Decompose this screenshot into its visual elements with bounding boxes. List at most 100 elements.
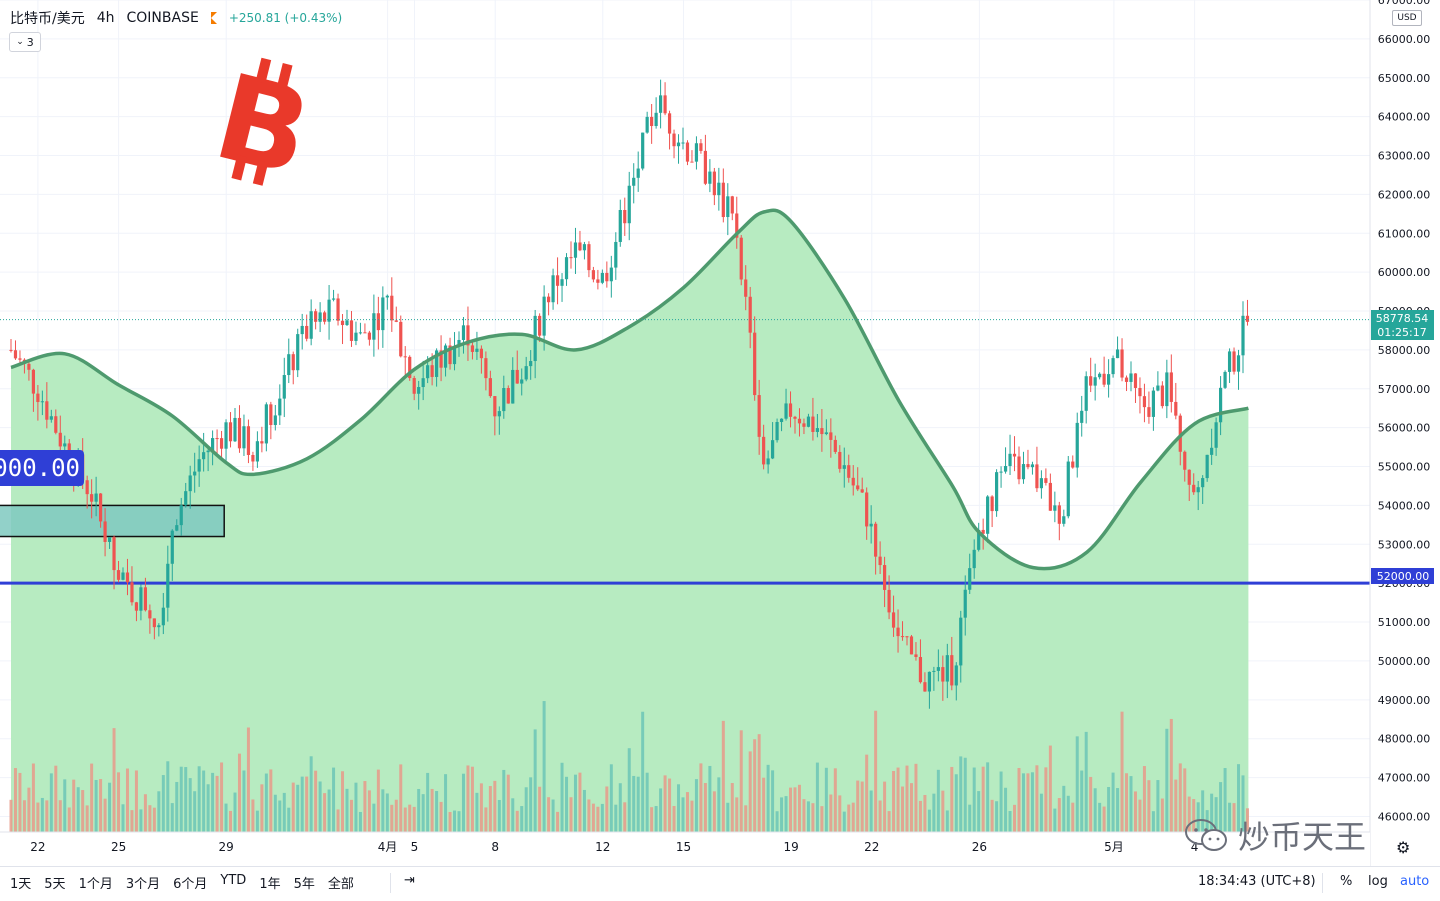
- volume-bar: [1004, 787, 1008, 832]
- volume-bar: [202, 770, 206, 832]
- volume-bar: [184, 767, 188, 832]
- price-chart[interactable]: 46000.0047000.0048000.0049000.0050000.00…: [0, 0, 1440, 866]
- volume-bar: [659, 788, 663, 832]
- volume-bar: [157, 791, 161, 832]
- auto-scale-button[interactable]: auto: [1400, 874, 1430, 889]
- candle-body: [820, 428, 824, 435]
- volume-bar: [309, 756, 313, 832]
- candle-body: [1089, 376, 1093, 386]
- gear-icon[interactable]: ⚙: [1396, 838, 1411, 857]
- volume-bar: [282, 792, 286, 832]
- price-tags: 58778.54 01:25:17 52000.00: [1371, 310, 1434, 584]
- range-button-2[interactable]: 1个月: [78, 877, 113, 892]
- candle-body: [909, 636, 914, 655]
- volume-bar: [1237, 764, 1241, 832]
- range-button-1[interactable]: 5天: [44, 877, 66, 892]
- candle-body: [443, 345, 448, 368]
- last-price-text: 58778.54: [1376, 312, 1429, 325]
- volume-bar: [381, 789, 385, 832]
- volume-bars: [9, 701, 1249, 832]
- range-button-5[interactable]: YTD: [220, 873, 247, 888]
- volume-bar: [242, 770, 246, 832]
- volume-bar: [345, 788, 349, 832]
- candle-body: [739, 237, 743, 280]
- volume-bar: [515, 810, 519, 832]
- candle-body: [676, 142, 681, 147]
- candle-body: [305, 325, 309, 339]
- volume-bar: [318, 781, 322, 832]
- time-tick-label: 22: [864, 840, 879, 854]
- volume-bar: [762, 777, 766, 832]
- volume-bar: [1129, 776, 1133, 832]
- range-button-7[interactable]: 5年: [293, 877, 315, 892]
- volume-bar: [533, 729, 537, 832]
- volume-bar: [1169, 718, 1173, 832]
- candle-body: [1030, 464, 1035, 468]
- candle-body: [264, 404, 268, 444]
- candle-body: [439, 350, 443, 368]
- volume-bar: [363, 781, 367, 832]
- volume-bar: [694, 779, 698, 832]
- calendar-goto-icon[interactable]: ⇥: [404, 873, 415, 888]
- range-button-6[interactable]: 1年: [259, 877, 281, 892]
- volume-bar: [1116, 788, 1120, 832]
- interval-label[interactable]: 4h: [96, 10, 115, 26]
- volume-bar: [1008, 811, 1012, 832]
- volume-bar: [1133, 791, 1137, 832]
- candle-body: [188, 475, 192, 492]
- candle-body: [981, 529, 985, 534]
- volume-bar: [627, 748, 631, 832]
- volume-bar: [1102, 806, 1106, 832]
- volume-bar: [417, 788, 421, 832]
- volume-bar: [918, 800, 922, 832]
- time-tick-label: 8: [491, 840, 499, 854]
- currency-badge[interactable]: USD: [1392, 10, 1422, 26]
- volume-bar: [166, 761, 170, 832]
- candle-body: [923, 682, 927, 692]
- candle-body: [529, 361, 533, 367]
- candle-body: [1129, 373, 1133, 382]
- volume-bar: [936, 769, 940, 832]
- volume-bar: [1120, 711, 1124, 832]
- candle-body: [954, 665, 958, 686]
- candle-body: [811, 416, 815, 432]
- range-button-0[interactable]: 1天: [10, 877, 32, 892]
- volume-bar: [367, 790, 371, 832]
- volume-bar: [479, 783, 483, 832]
- volume-bar: [67, 807, 71, 832]
- volume-bar: [838, 795, 842, 832]
- log-scale-button[interactable]: log: [1368, 874, 1388, 889]
- volume-bar: [143, 794, 147, 832]
- volume-bar: [251, 799, 255, 832]
- volume-bar: [959, 756, 963, 832]
- smoothed-trend-curve[interactable]: [10, 208, 1249, 571]
- symbol-name[interactable]: 比特币/美元: [10, 11, 85, 27]
- candle-body: [762, 436, 766, 465]
- percent-scale-button[interactable]: %: [1340, 874, 1353, 889]
- supply-zone-box[interactable]: [0, 504, 225, 538]
- candle-body: [515, 369, 519, 384]
- clock-timezone[interactable]: 18:34:43 (UTC+8): [1198, 874, 1316, 889]
- volume-bar: [538, 786, 542, 832]
- range-button-3[interactable]: 3个月: [125, 877, 161, 892]
- candle-body: [85, 480, 89, 495]
- price-tick-label: 48000.00: [1378, 733, 1431, 746]
- volume-bar: [524, 787, 528, 832]
- range-button-4[interactable]: 6个月: [173, 877, 208, 892]
- price-axis[interactable]: 46000.00 47000.00 48000.00 49000.00 50000.00…: [1369, 0, 1440, 866]
- time-axis[interactable]: 22 25 29 4月 5 8 12 15 19 22 26 5月 4: [0, 831, 1370, 866]
- range-button-8[interactable]: 全部: [327, 877, 354, 892]
- volume-bar: [125, 768, 129, 832]
- volume-bar: [1017, 767, 1021, 832]
- candle-body: [372, 313, 376, 340]
- volume-bar: [668, 778, 672, 832]
- candle-body: [650, 116, 654, 127]
- candle-body: [1053, 505, 1057, 511]
- volume-bar: [72, 779, 76, 832]
- time-tick-label: 4: [1191, 840, 1199, 854]
- volume-bar: [896, 767, 900, 832]
- candle-body: [771, 440, 775, 459]
- indicator-collapse-button[interactable]: ⌄ 3: [9, 32, 41, 52]
- volume-bar: [573, 774, 577, 832]
- candle-body: [1201, 478, 1205, 488]
